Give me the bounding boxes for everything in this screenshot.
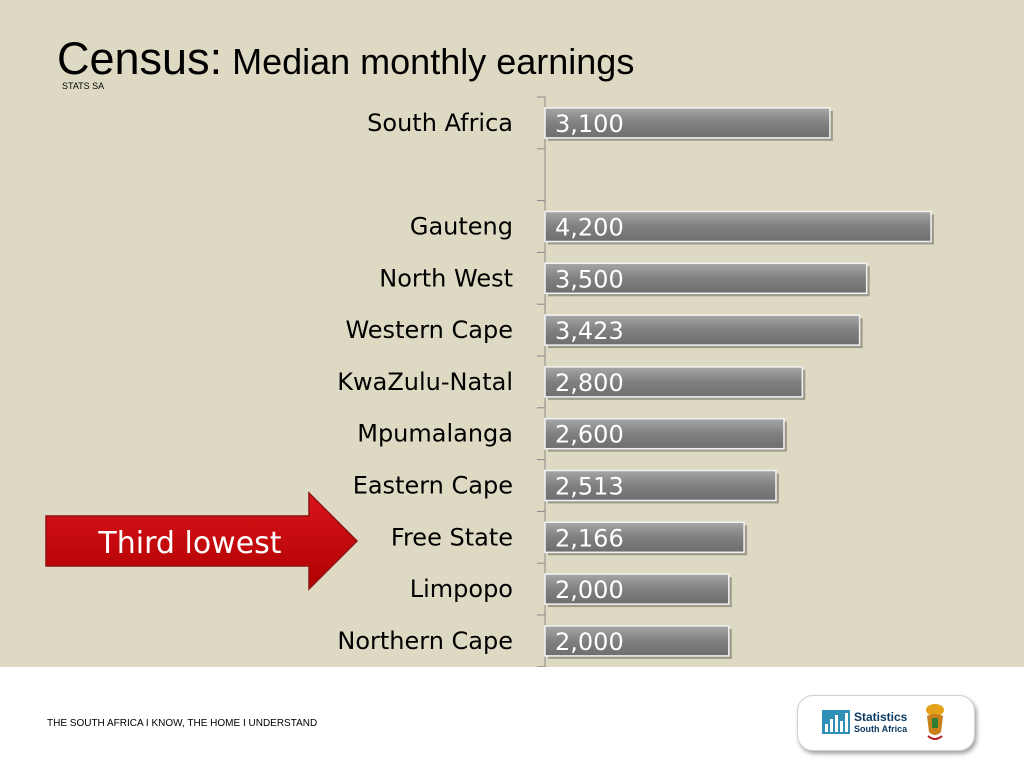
bar-free-state xyxy=(544,521,745,554)
callout-text: Third lowest xyxy=(97,526,281,561)
bars-layer: South Africa 3,100 Gauteng 4,200 North West 3… xyxy=(337,96,934,667)
bar-south-africa xyxy=(544,107,831,139)
value-label-gauteng: 4,200 xyxy=(555,214,624,242)
value-label-limpopo: 2,000 xyxy=(555,576,624,604)
category-label-free-state: Free State xyxy=(391,523,513,551)
value-label-eastern-cape: 2,513 xyxy=(555,473,624,501)
bar-gauteng xyxy=(544,210,932,243)
footer-tagline: THE SOUTH AFRICA I KNOW, THE HOME I UNDE… xyxy=(47,718,318,729)
category-label-western-cape: Western Cape xyxy=(345,316,513,344)
bar-northern-cape xyxy=(544,625,730,657)
bar-north-west xyxy=(544,262,868,295)
bar-chart: South Africa 3,100 Gauteng 4,200 North West 3… xyxy=(45,96,934,667)
title-rest: Median monthly earnings xyxy=(222,41,635,82)
bar-kwazulu-natal xyxy=(544,366,804,398)
page-title: Census: Median monthly earnings xyxy=(57,36,634,81)
category-label-eastern-cape: Eastern Cape xyxy=(353,472,513,500)
value-label-northern-cape: 2,000 xyxy=(555,628,624,656)
value-label-kwazulu-natal: 2,800 xyxy=(555,369,624,397)
value-label-western-cape: 3,423 xyxy=(555,317,624,345)
source-label: STATS SA xyxy=(62,81,105,91)
value-label-free-state: 2,166 xyxy=(555,524,624,552)
logo-line-1: Statistics xyxy=(854,710,908,724)
category-label-northern-cape: Northern Cape xyxy=(337,627,513,655)
bar-mpumalanga xyxy=(544,417,785,450)
category-label-north-west: North West xyxy=(379,264,513,292)
coat-of-arms-icon xyxy=(926,704,944,740)
bar-limpopo xyxy=(544,573,730,605)
third-lowest-callout: Third lowest xyxy=(45,491,359,591)
callout-arrow xyxy=(45,491,359,591)
category-label-gauteng: Gauteng xyxy=(410,213,513,241)
value-label-south-africa: 3,100 xyxy=(555,110,624,138)
category-label-south-africa: South Africa xyxy=(367,109,513,137)
bar-eastern-cape xyxy=(544,469,777,502)
value-label-north-west: 3,500 xyxy=(555,265,624,293)
category-label-limpopo: Limpopo xyxy=(410,575,513,603)
stats-logo-icon xyxy=(822,710,850,734)
bar-western-cape xyxy=(544,314,861,346)
title-main: Census: xyxy=(57,33,223,84)
stats-sa-logo: Statistics South Africa xyxy=(797,695,975,751)
category-label-kwazulu-natal: KwaZulu-Natal xyxy=(337,368,513,396)
value-label-mpumalanga: 2,600 xyxy=(555,421,624,449)
logo-line-2: South Africa xyxy=(854,724,908,734)
category-label-mpumalanga: Mpumalanga xyxy=(357,420,513,448)
